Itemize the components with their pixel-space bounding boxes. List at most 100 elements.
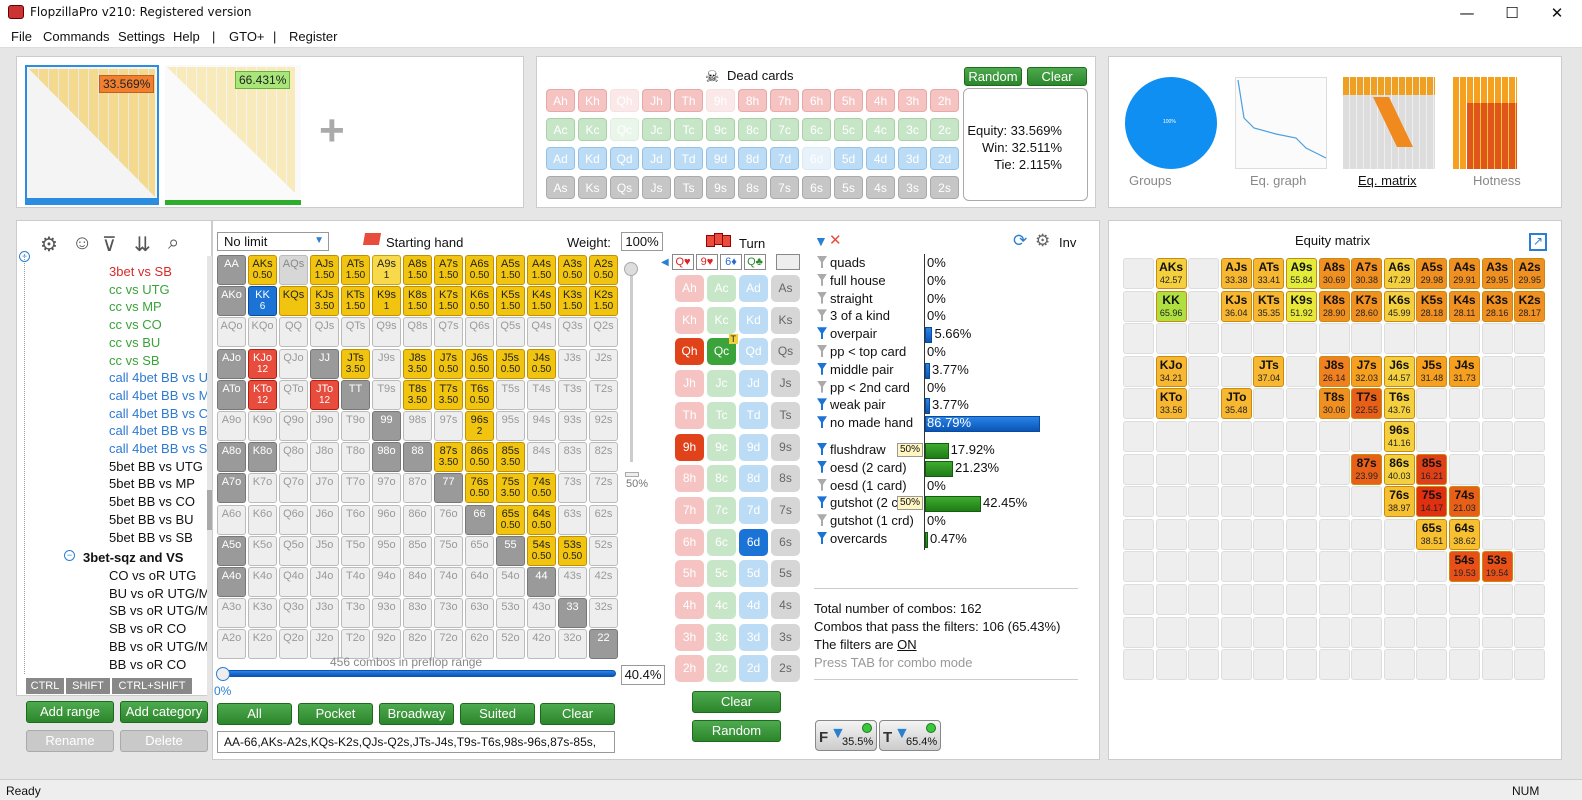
matrix-cell-32s[interactable] xyxy=(1514,616,1546,648)
range-cell-Q6s[interactable]: Q6s xyxy=(465,317,494,348)
range-cell-74s[interactable]: 74s 0.50 xyxy=(527,473,556,504)
filter-icon[interactable] xyxy=(817,380,827,393)
matrix-cell-84s[interactable] xyxy=(1449,453,1480,485)
hotness-thumb[interactable] xyxy=(1453,77,1517,169)
matrix-cell-87s[interactable]: 87s 23.99 xyxy=(1351,453,1383,485)
matrix-cell-J9s[interactable] xyxy=(1286,355,1317,387)
matrix-cell-43s[interactable] xyxy=(1481,584,1513,615)
matrix-cell-J4s[interactable]: J4s 31.73 xyxy=(1449,355,1480,387)
turn-card-7d[interactable]: 7d xyxy=(739,496,768,524)
matrix-cell-T3s[interactable] xyxy=(1481,388,1513,420)
matrix-cell-75o[interactable] xyxy=(1351,551,1383,583)
matrix-cell-74o[interactable] xyxy=(1351,584,1383,615)
dead-card-Td[interactable]: Td xyxy=(674,147,703,170)
matrix-cell-J3o[interactable] xyxy=(1220,616,1252,648)
range-cell-95o[interactable]: 95o xyxy=(372,535,401,566)
matrix-cell-43o[interactable] xyxy=(1449,616,1480,648)
tree-subitem[interactable]: BU vs oR UTG/M xyxy=(109,585,210,601)
range-cell-KJs[interactable]: KJs 3.50 xyxy=(310,286,339,317)
range-cell-T6s[interactable]: T6s 0.50 xyxy=(465,379,494,410)
matrix-cell-AJs[interactable]: AJs 33.38 xyxy=(1220,258,1252,289)
matrix-cell-QJs[interactable] xyxy=(1220,323,1252,355)
range-cell-76s[interactable]: 76s 0.50 xyxy=(465,473,494,504)
matrix-cell-73s[interactable] xyxy=(1481,486,1513,518)
filter-icon[interactable] xyxy=(817,327,827,340)
range-cell-KQo[interactable]: KQo xyxy=(248,317,277,348)
matrix-cell-J6o[interactable] xyxy=(1220,518,1252,550)
range-cell-KTo[interactable]: KTo 12 xyxy=(248,379,277,410)
turn-card-Ts[interactable]: Ts xyxy=(771,401,800,429)
range-cell-T4o[interactable]: T4o xyxy=(341,567,370,597)
range-cell-86o[interactable]: 86o xyxy=(403,504,432,535)
turn-card-6h[interactable]: 6h xyxy=(675,528,704,556)
range-cell-Q2o[interactable]: Q2o xyxy=(279,629,308,660)
range-cell-QTo[interactable]: QTo xyxy=(279,379,308,410)
filter-icon[interactable] xyxy=(817,478,827,491)
range-cell-J4s[interactable]: J4s 0.50 xyxy=(527,348,556,379)
dead-card-9d[interactable]: 9d xyxy=(706,147,735,170)
range-cell-K9o[interactable]: K9o xyxy=(248,411,277,441)
range-cell-K6o[interactable]: K6o xyxy=(248,504,277,535)
refresh-icon[interactable]: ⟳ xyxy=(1013,231,1028,250)
range-cell-JTs[interactable]: JTs 3.50 xyxy=(341,348,370,379)
matrix-cell-T8o[interactable] xyxy=(1253,453,1285,485)
dead-card-Qc[interactable]: Qc xyxy=(610,118,639,141)
turn-card-Qd[interactable]: Qd xyxy=(739,338,768,366)
turn-card-9d[interactable]: 9d xyxy=(739,433,768,461)
tree-item[interactable]: 3bet vs SB xyxy=(109,264,172,279)
range-cell-98s[interactable]: 98s xyxy=(403,411,432,441)
matrix-cell-A5o[interactable] xyxy=(1123,551,1154,583)
range-cell-55[interactable]: 55 xyxy=(496,535,525,566)
stat-row[interactable]: weak pair 3.77% xyxy=(817,397,969,415)
filter-funnel-icon[interactable]: ▼ xyxy=(814,233,828,249)
matrix-cell-T3o[interactable] xyxy=(1253,616,1285,648)
stat-row[interactable]: overcards 0.47% xyxy=(817,531,967,549)
matrix-cell-83o[interactable] xyxy=(1318,616,1350,648)
range-cell-Q6o[interactable]: Q6o xyxy=(279,504,308,535)
turn-card-Kc[interactable]: Kc xyxy=(707,306,736,334)
range-cell-86s[interactable]: 86s 0.50 xyxy=(465,442,494,473)
stats-settings-icon[interactable]: ⚙ xyxy=(1035,231,1051,250)
range-cell-A8s[interactable]: A8s 1.50 xyxy=(403,255,432,285)
matrix-cell-93o[interactable] xyxy=(1286,616,1317,648)
matrix-cell-ATo[interactable] xyxy=(1123,388,1154,420)
range-cell-AQs[interactable]: AQs xyxy=(279,255,308,285)
range-cell-98o[interactable]: 98o xyxy=(372,442,401,473)
range-cell-T6o[interactable]: T6o xyxy=(341,504,370,535)
matrix-cell-Q3o[interactable] xyxy=(1188,616,1220,648)
range-cell-97s[interactable]: 97s xyxy=(434,411,463,441)
matrix-cell-A7s[interactable]: A7s 30.38 xyxy=(1351,258,1383,289)
matrix-cell-77[interactable] xyxy=(1351,486,1383,518)
range-cell-84s[interactable]: 84s xyxy=(527,442,556,473)
range-cell-44[interactable]: 44 xyxy=(527,567,556,597)
matrix-cell-92s[interactable] xyxy=(1514,421,1546,452)
matrix-cell-T9o[interactable] xyxy=(1253,421,1285,452)
range-cell-K3o[interactable]: K3o xyxy=(248,598,277,629)
range-cell-Q3o[interactable]: Q3o xyxy=(279,598,308,629)
range-cell-62s[interactable]: 62s xyxy=(589,504,618,535)
matrix-cell-JJ[interactable] xyxy=(1220,355,1252,387)
dead-card-Qh[interactable]: Qh xyxy=(610,89,639,112)
stat-row[interactable]: no made hand 86.79% xyxy=(817,415,1040,433)
turn-card-5d[interactable]: 5d xyxy=(739,560,768,588)
matrix-cell-J9o[interactable] xyxy=(1220,421,1252,452)
dead-card-2h[interactable]: 2h xyxy=(930,89,959,112)
turn-card-Ac[interactable]: Ac xyxy=(707,275,736,302)
range-cell-T7o[interactable]: T7o xyxy=(341,473,370,504)
dead-clear-button[interactable]: Clear xyxy=(1027,67,1087,86)
range-cell-87o[interactable]: 87o xyxy=(403,473,432,504)
turn-card-9c[interactable]: 9c xyxy=(707,433,736,461)
player2-range-thumb[interactable]: 66.431% xyxy=(165,65,301,205)
matrix-cell-74s[interactable]: 74s 21.03 xyxy=(1449,486,1480,518)
matrix-cell-64s[interactable]: 64s 38.62 xyxy=(1449,518,1480,550)
range-cell-KK[interactable]: KK 6 xyxy=(248,286,277,317)
turn-card-Ks[interactable]: Ks xyxy=(771,306,800,334)
range-cell-63s[interactable]: 63s xyxy=(558,504,587,535)
matrix-cell-A4s[interactable]: A4s 29.91 xyxy=(1449,258,1480,289)
dead-card-4h[interactable]: 4h xyxy=(866,89,895,112)
matrix-cell-64o[interactable] xyxy=(1383,584,1415,615)
range-cell-96o[interactable]: 96o xyxy=(372,504,401,535)
menu-settings[interactable]: Settings xyxy=(118,29,165,44)
maximize-button[interactable]: ☐ xyxy=(1505,4,1519,22)
range-cell-A3o[interactable]: A3o xyxy=(217,598,246,629)
